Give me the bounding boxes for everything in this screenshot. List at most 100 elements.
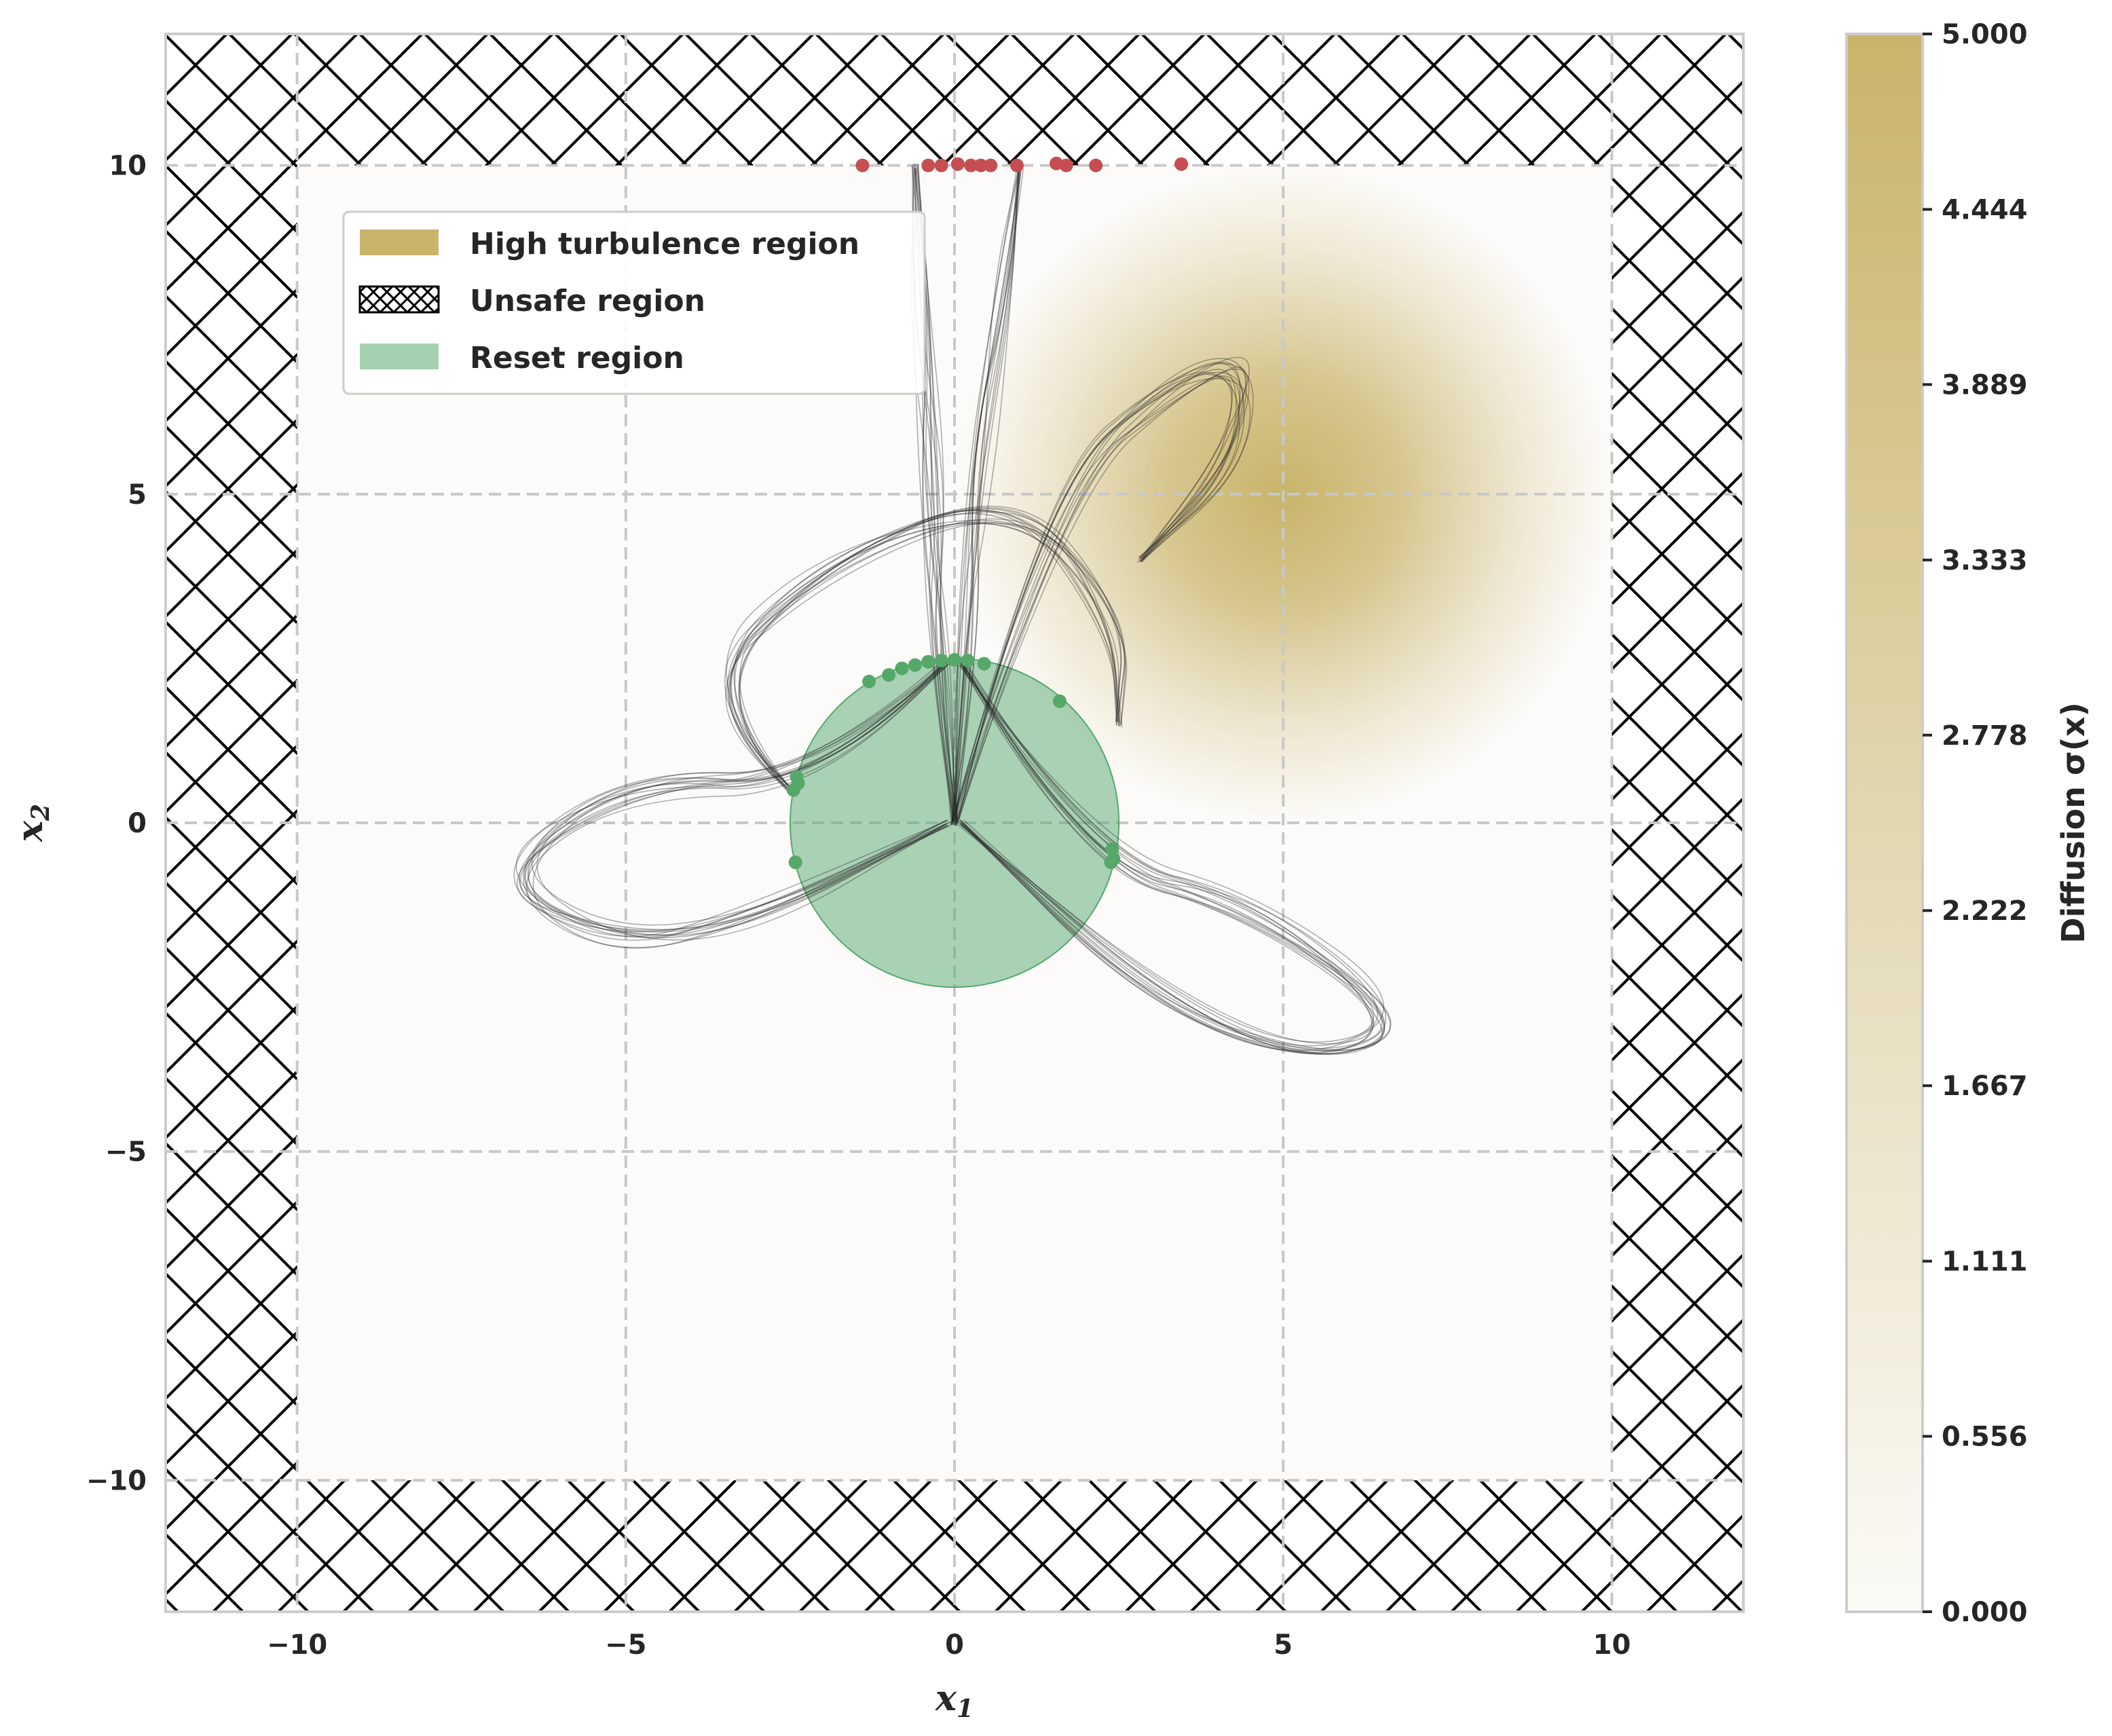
trajectory-line	[915, 168, 957, 824]
trajectory-line	[523, 661, 948, 941]
unsafe-exit-point	[1089, 158, 1103, 172]
reset-entry-point	[934, 653, 948, 667]
reset-entry-point	[921, 654, 935, 669]
trajectory-line	[536, 663, 950, 941]
trajectory-line	[739, 509, 1117, 789]
trajectory-line	[527, 661, 952, 936]
reset-entry-points	[786, 652, 1121, 870]
trajectory-line	[959, 659, 1374, 1053]
trajectory-line	[951, 166, 1020, 826]
trajectory-line	[956, 165, 1020, 820]
trajectory-line	[532, 664, 946, 949]
colorbar-tick-label: 2.222	[1942, 895, 2028, 927]
legend: High turbulence region Unsafe region Res…	[342, 210, 926, 395]
colorbar-tick-label: 3.333	[1942, 545, 2028, 576]
trajectory-line	[914, 167, 959, 821]
trajectory-line	[516, 661, 949, 933]
trajectory-line	[957, 369, 1237, 824]
reset-entry-point	[862, 674, 876, 688]
trajectory-line	[913, 163, 958, 825]
trajectory-line	[739, 508, 1126, 791]
unsafe-exit-point	[1009, 158, 1024, 172]
trajectory-line	[519, 663, 952, 930]
y-tick-label: −5	[105, 1137, 147, 1168]
trajectory-line	[955, 368, 1250, 825]
x-tick-labels: −10 −5 0 5 10	[267, 1629, 1631, 1661]
unsafe-exit-point	[974, 158, 988, 172]
unsafe-exit-point	[1059, 158, 1073, 172]
reset-entry-point	[948, 652, 961, 667]
trajectory-line	[515, 661, 950, 938]
trajectory-line	[726, 519, 1122, 789]
trajectory-line	[526, 663, 947, 948]
trajectory-line	[725, 522, 1126, 793]
reset-entry-point	[788, 855, 802, 870]
trajectory-line	[951, 377, 1251, 825]
trajectory-line	[952, 356, 1250, 821]
trajectory-line	[916, 167, 955, 820]
trajectory-line	[951, 164, 1020, 826]
colorbar-tick-label: 2.778	[1942, 720, 2028, 752]
unsafe-exit-point	[950, 157, 965, 171]
trajectory-line	[527, 659, 948, 938]
x-tick-label: 10	[1593, 1629, 1631, 1661]
unsafe-exit-point	[1174, 157, 1189, 171]
reset-entry-point	[895, 661, 909, 676]
trajectory-line	[954, 168, 1024, 821]
unsafe-exit-point	[984, 158, 998, 172]
reset-entry-point	[977, 657, 991, 671]
trajectory-line	[955, 367, 1247, 825]
trajectory-line	[956, 371, 1233, 826]
colorbar-tick-label: 1.667	[1942, 1071, 2028, 1102]
unsafe-exit-point	[934, 158, 948, 172]
trajectory-line	[531, 658, 948, 926]
trajectory-line	[734, 521, 1126, 792]
reset-entry-point	[908, 658, 922, 672]
x-tick-label: −10	[267, 1629, 327, 1661]
trajectory-line	[726, 510, 1118, 792]
trajectory-line	[733, 507, 1123, 789]
trajectory-line	[955, 164, 1018, 826]
colorbar-tick-label: 4.444	[1942, 194, 2028, 225]
plot-area: −10 −5 0 5 10 −10 −5 0 5 10 x1 x2 High turbulenc…	[10, 33, 1745, 1723]
unsafe-exit-point	[964, 158, 978, 172]
trajectory-line	[954, 371, 1244, 826]
trajectories	[513, 162, 1392, 1055]
legend-label-reset: Reset region	[470, 341, 684, 375]
trajectory-line	[513, 662, 948, 937]
reset-entry-point	[882, 668, 896, 682]
y-tick-labels: −10 −5 0 5 10	[86, 151, 147, 1497]
y-tick-label: 10	[109, 151, 147, 182]
trajectory-line	[724, 513, 1121, 788]
trajectory-line	[951, 375, 1240, 823]
trajectory-line	[952, 167, 1020, 821]
trajectory-line	[957, 373, 1240, 821]
colorbar-tick-label: 0.556	[1942, 1422, 2028, 1453]
trajectory-line	[916, 164, 955, 822]
trajectory-line	[952, 363, 1254, 826]
trajectory-line	[951, 162, 1022, 822]
trajectory-line	[951, 168, 1020, 824]
trajectory-line	[730, 511, 1118, 788]
y-tick-label: 0	[128, 808, 147, 839]
trajectory-line	[955, 168, 1020, 821]
legend-swatch-reset	[360, 344, 439, 369]
x-tick-label: −5	[605, 1629, 646, 1661]
trajectory-line	[957, 362, 1245, 824]
legend-swatch-high-turbulence	[360, 229, 439, 255]
trajectory-line	[917, 163, 955, 823]
reset-entry-point	[1105, 842, 1119, 856]
trajectory-line	[959, 663, 1378, 1043]
y-tick-label: −10	[86, 1465, 147, 1496]
trajectory-line	[523, 661, 951, 931]
reset-entry-point	[961, 653, 975, 667]
trajectory-line	[518, 659, 948, 936]
unsafe-exit-points	[855, 156, 1189, 172]
reset-entry-point	[1052, 694, 1067, 708]
unsafe-exit-point	[855, 158, 870, 172]
reset-entry-point	[791, 776, 805, 790]
colorbar-tick-label: 0.000	[1942, 1597, 2028, 1628]
x-axis-label: x1	[935, 1678, 974, 1723]
reset-entry-point	[1104, 855, 1118, 870]
colorbar-label: Diffusion σ(x)	[2055, 702, 2092, 943]
